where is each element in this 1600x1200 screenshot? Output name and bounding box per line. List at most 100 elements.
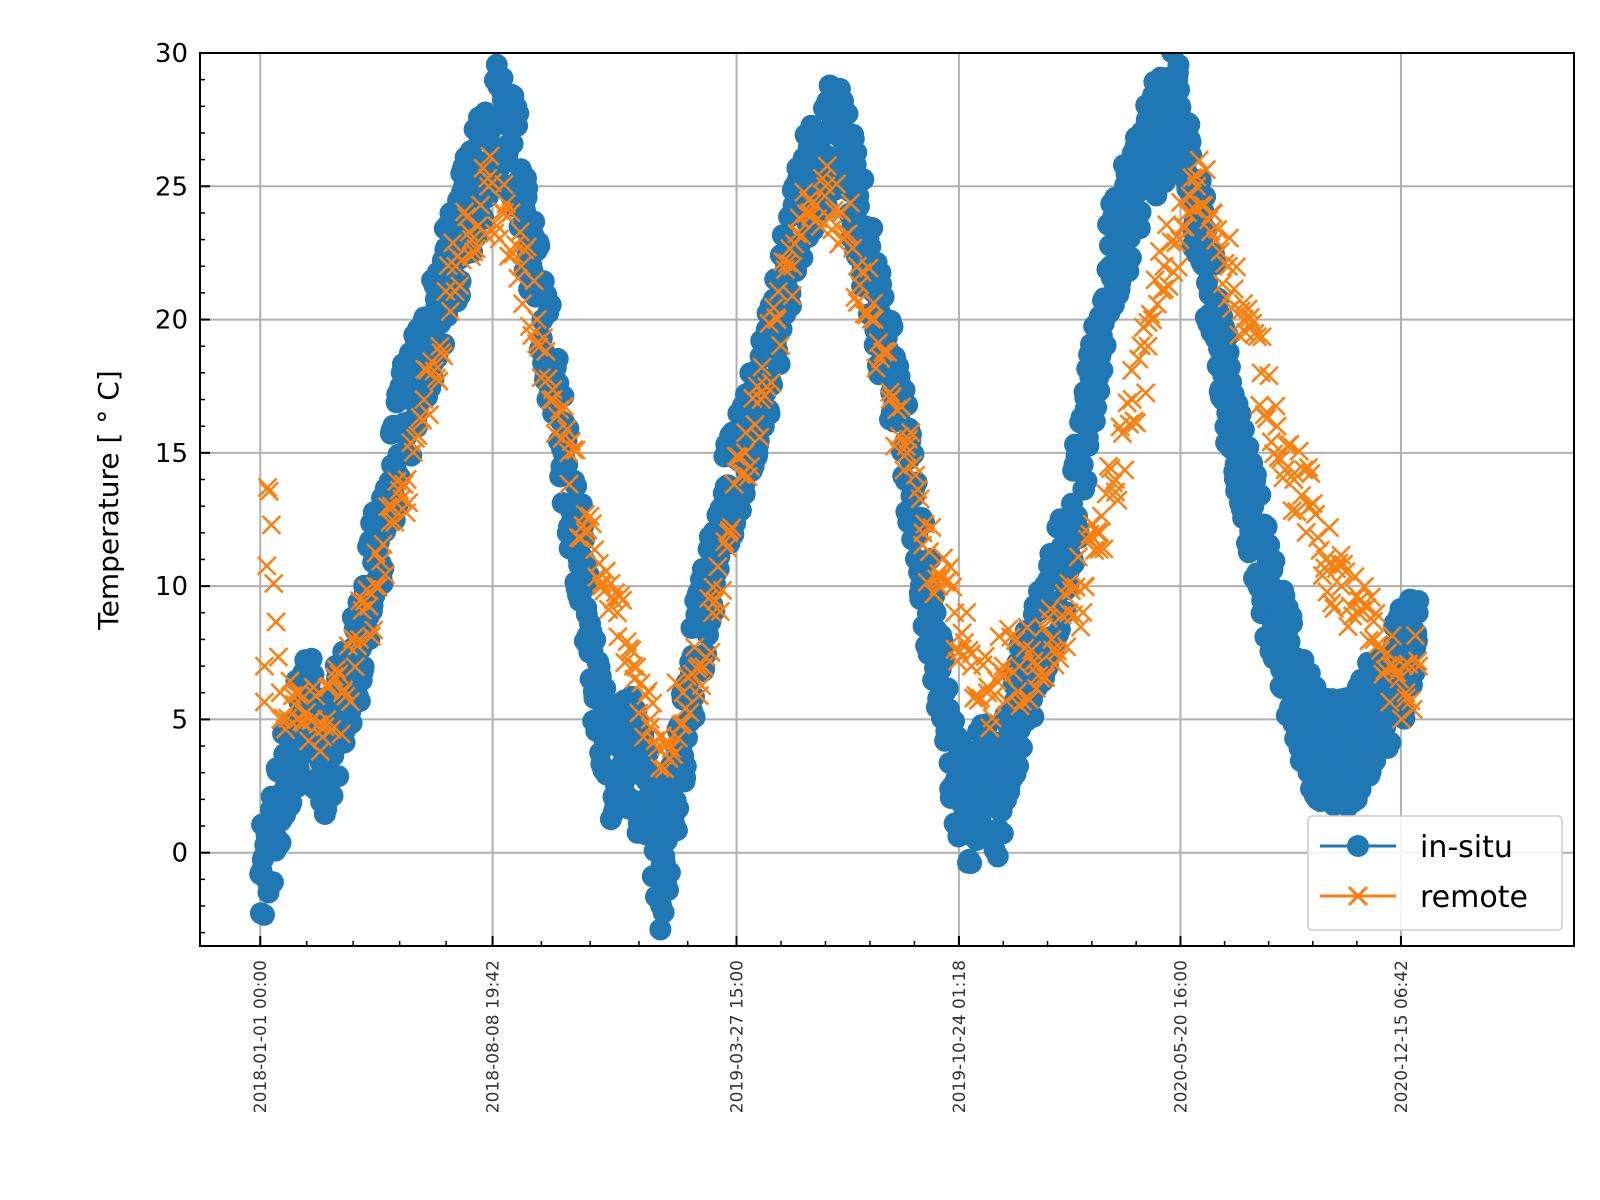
remote-point bbox=[1252, 326, 1272, 347]
in-situ-point bbox=[657, 879, 679, 902]
remote-point bbox=[1149, 241, 1170, 262]
remote-point bbox=[1019, 689, 1040, 710]
remote-point bbox=[566, 440, 586, 460]
remote-point bbox=[1282, 500, 1303, 521]
in-situ-point bbox=[253, 903, 275, 926]
remote-point bbox=[1240, 307, 1261, 328]
remote-point bbox=[1317, 582, 1337, 602]
in-situ-point bbox=[1244, 463, 1267, 486]
legend: in-situ remote bbox=[1307, 815, 1563, 931]
remote-point bbox=[582, 513, 603, 534]
remote-point bbox=[1142, 309, 1163, 330]
remote-point bbox=[1140, 304, 1161, 325]
remote-point bbox=[1298, 457, 1319, 478]
remote-point bbox=[705, 590, 726, 611]
y-tick-label: 25 bbox=[155, 172, 188, 202]
remote-point bbox=[1138, 336, 1158, 357]
remote-point bbox=[428, 371, 449, 392]
remote-point bbox=[1289, 441, 1310, 461]
remote-point bbox=[363, 620, 384, 640]
remote-point bbox=[1382, 625, 1403, 646]
remote-point bbox=[1058, 602, 1079, 623]
in-situ-point bbox=[269, 831, 292, 854]
remote-point bbox=[1256, 408, 1277, 429]
remote-point bbox=[740, 456, 761, 477]
remote-point bbox=[998, 619, 1019, 640]
remote-point bbox=[1380, 692, 1400, 712]
remote-point bbox=[524, 270, 545, 291]
remote-point bbox=[256, 555, 277, 576]
remote-point bbox=[621, 640, 642, 661]
remote-point bbox=[787, 223, 807, 244]
x-tick-label: 2018-01-01 00:00 bbox=[251, 960, 271, 1113]
remote-point bbox=[894, 460, 914, 480]
remote-point bbox=[340, 691, 361, 712]
remote-point bbox=[1191, 195, 1212, 215]
remote-point bbox=[1093, 538, 1114, 559]
remote-point bbox=[266, 612, 286, 632]
remote-point bbox=[747, 376, 768, 397]
in-situ-point bbox=[1232, 418, 1255, 441]
remote-point bbox=[642, 693, 663, 714]
remote-point bbox=[1393, 655, 1414, 676]
remote-point bbox=[712, 580, 733, 601]
remote-point bbox=[891, 396, 912, 417]
in-situ-point bbox=[507, 102, 530, 125]
remote-point bbox=[640, 709, 661, 730]
in-situ-point bbox=[261, 871, 284, 894]
in-situ-point bbox=[501, 132, 524, 155]
in-situ-point bbox=[352, 655, 375, 678]
legend-remote-label: remote bbox=[1420, 880, 1528, 915]
remote-point bbox=[1219, 228, 1240, 248]
remote-point bbox=[1135, 382, 1156, 403]
in-situ-point bbox=[1126, 181, 1149, 204]
remote-point bbox=[817, 156, 838, 176]
x-tick-label: 2018-08-08 19:42 bbox=[484, 960, 504, 1113]
in-situ-point bbox=[1249, 484, 1272, 506]
remote-point bbox=[328, 664, 349, 684]
remote-point bbox=[1154, 279, 1175, 300]
remote-point bbox=[1324, 598, 1344, 619]
remote-point bbox=[901, 422, 921, 443]
remote-point bbox=[921, 517, 942, 538]
remote-point bbox=[898, 429, 919, 450]
remote-point bbox=[414, 389, 434, 410]
remote-point bbox=[433, 345, 454, 366]
remote-point bbox=[803, 192, 824, 212]
remote-point bbox=[691, 675, 712, 696]
legend-in-situ-marker bbox=[1347, 835, 1369, 857]
remote-point bbox=[1280, 434, 1300, 455]
in-situ-point bbox=[1007, 755, 1030, 777]
remote-point bbox=[768, 281, 789, 302]
remote-point bbox=[1286, 501, 1307, 522]
remote-point bbox=[1187, 166, 1207, 187]
remote-point bbox=[543, 389, 563, 410]
remote-point bbox=[1033, 617, 1054, 638]
remote-point bbox=[1003, 662, 1024, 683]
remote-point bbox=[375, 564, 396, 585]
remote-point bbox=[1049, 648, 1070, 669]
in-situ-point bbox=[761, 373, 783, 396]
in-situ-point bbox=[665, 819, 688, 842]
remote-point bbox=[1147, 294, 1168, 315]
y-axis-title: Temperature [ ° C] bbox=[92, 370, 125, 630]
remote-point bbox=[1210, 241, 1231, 262]
remote-point bbox=[259, 481, 280, 502]
remote-point bbox=[359, 596, 379, 617]
remote-point bbox=[782, 285, 803, 306]
remote-point bbox=[1126, 412, 1147, 433]
x-axis: 2018-01-01 00:00 2018-08-08 19:42 2019-03-… bbox=[251, 936, 1412, 1113]
remote-point bbox=[1261, 432, 1282, 452]
in-situ-point bbox=[1085, 396, 1108, 419]
remote-point bbox=[475, 224, 496, 245]
in-situ-point bbox=[1088, 379, 1111, 402]
remote-point bbox=[1407, 651, 1428, 671]
in-situ-point bbox=[1075, 469, 1098, 492]
in-situ-point bbox=[683, 685, 705, 708]
remote-point bbox=[349, 629, 370, 650]
remote-point bbox=[1203, 203, 1224, 224]
remote-point bbox=[847, 292, 868, 313]
remote-point bbox=[556, 419, 577, 440]
in-situ-point bbox=[1022, 705, 1045, 728]
